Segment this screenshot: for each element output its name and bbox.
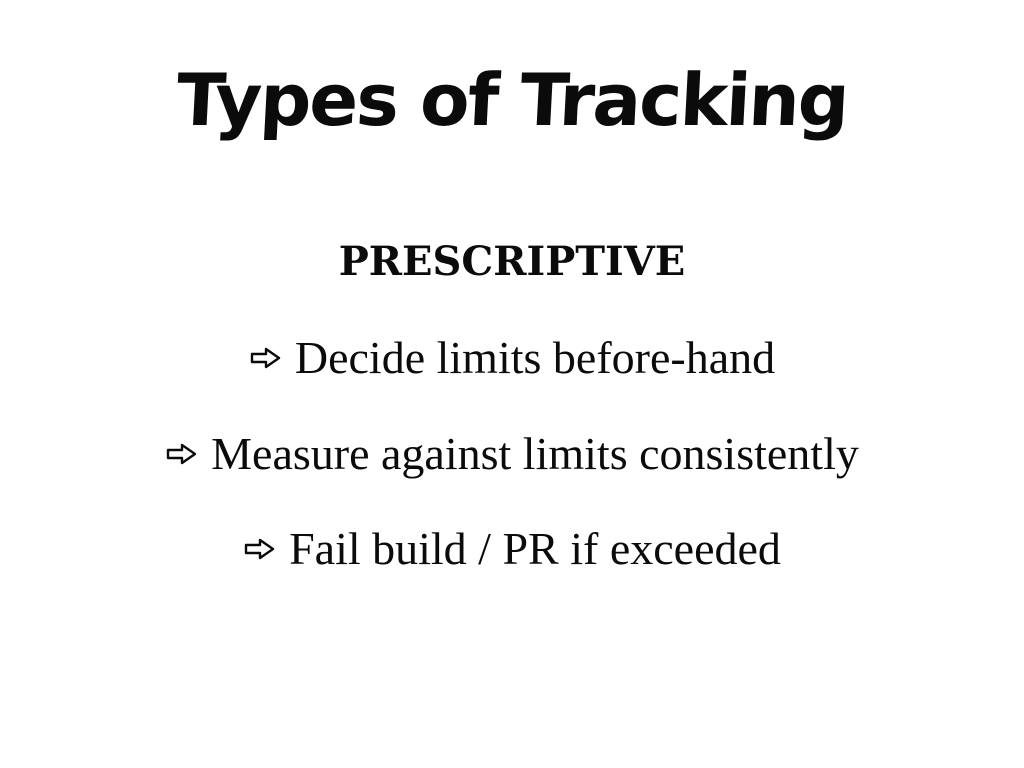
bullet-text: Fail build / PR if exceeded: [289, 523, 781, 574]
slide-title: Types of Tracking: [174, 58, 850, 142]
bullet-text: Decide limits before-hand: [294, 332, 776, 383]
arrow-right-icon: [165, 441, 199, 467]
bullet-item: Measure against limits consistently: [0, 426, 1024, 482]
slide-subtitle: PRESCRIPTIVE: [338, 238, 686, 285]
bullet-text: Measure against limits consistently: [211, 428, 859, 479]
arrow-right-icon: [243, 536, 277, 562]
arrow-right-icon: [249, 345, 283, 371]
bullet-item: Fail build / PR if exceeded: [0, 521, 1024, 577]
bullet-item: Decide limits before-hand: [0, 330, 1024, 386]
